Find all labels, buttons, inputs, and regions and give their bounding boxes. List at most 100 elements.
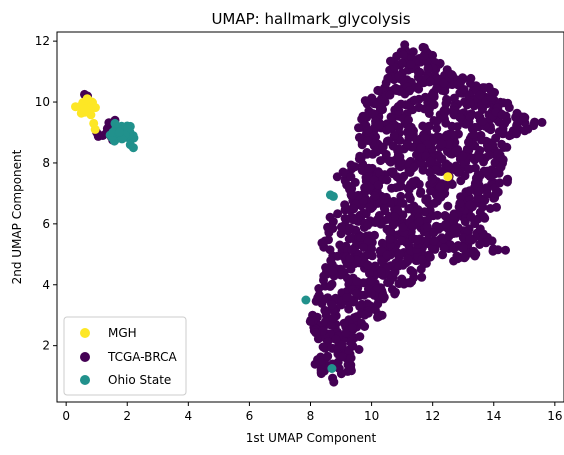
data-point (484, 150, 494, 160)
data-point (498, 155, 508, 165)
data-point (403, 140, 413, 149)
data-point (378, 291, 388, 301)
data-point (435, 191, 445, 201)
data-point (381, 149, 391, 159)
data-point (344, 304, 354, 314)
data-point (371, 216, 381, 226)
data-point (398, 278, 408, 287)
data-point (360, 111, 370, 121)
data-point (413, 205, 423, 215)
data-point (385, 227, 395, 237)
data-point (345, 254, 355, 263)
data-point (501, 245, 510, 255)
data-point (443, 172, 453, 182)
data-point (442, 94, 451, 104)
data-point (378, 142, 388, 152)
data-point (419, 51, 429, 61)
data-point (363, 260, 373, 270)
data-point (438, 250, 448, 260)
data-point (493, 148, 503, 158)
data-point (328, 224, 338, 233)
data-point (443, 201, 453, 211)
data-point (427, 175, 437, 185)
data-point (348, 190, 358, 200)
data-point (498, 124, 508, 134)
data-point (311, 328, 321, 338)
data-point (417, 272, 427, 282)
data-point (128, 143, 138, 153)
data-point (470, 122, 480, 132)
data-point (321, 263, 331, 272)
data-point (360, 310, 370, 320)
x-tick-label: 8 (307, 409, 315, 423)
data-point (391, 287, 400, 297)
data-point (409, 162, 419, 172)
data-point (83, 94, 92, 104)
data-point (379, 203, 389, 213)
data-point (465, 234, 475, 244)
data-point (382, 262, 392, 272)
data-point (413, 235, 422, 245)
data-point (389, 219, 399, 229)
data-point (404, 115, 413, 125)
data-point (328, 191, 338, 201)
data-point (360, 96, 370, 106)
data-point (520, 126, 530, 136)
data-point (469, 129, 479, 139)
data-point (429, 100, 439, 110)
x-tick-label: 0 (62, 409, 70, 423)
x-axis: 0 2 4 6 8 10 12 14 16 (62, 402, 562, 423)
data-point (386, 56, 395, 66)
data-point (340, 200, 350, 210)
data-point (373, 299, 383, 309)
data-point (382, 175, 392, 185)
data-point (406, 60, 416, 69)
data-point (354, 154, 364, 164)
data-point (394, 261, 404, 271)
data-point (404, 204, 414, 213)
data-point (326, 256, 336, 266)
data-point (512, 129, 521, 139)
data-point (451, 146, 461, 156)
data-point (363, 220, 373, 230)
data-point (391, 183, 401, 193)
x-tick-label: 12 (425, 409, 440, 423)
y-axis-label: 2nd UMAP Component (10, 149, 24, 284)
data-point (377, 256, 387, 266)
data-point (410, 95, 420, 105)
data-point (355, 332, 365, 342)
data-point (439, 243, 449, 253)
legend-marker-tcga-brca (80, 352, 90, 362)
data-point (366, 276, 376, 286)
data-point (476, 135, 486, 145)
data-point (389, 130, 399, 140)
data-point (465, 98, 475, 108)
data-point (405, 86, 414, 96)
data-point (345, 223, 355, 233)
x-tick-label: 14 (486, 409, 501, 423)
data-point (336, 229, 346, 239)
data-point (477, 104, 487, 114)
data-point (363, 125, 373, 135)
data-point (399, 50, 408, 60)
y-tick-label: 10 (35, 95, 50, 109)
data-point (414, 217, 424, 227)
data-point (320, 305, 330, 315)
data-point (429, 236, 439, 246)
data-point (519, 112, 529, 122)
data-point (502, 142, 512, 152)
data-point (327, 364, 337, 373)
data-point (90, 124, 100, 134)
data-point (314, 290, 324, 300)
data-point (432, 84, 442, 93)
data-point (359, 243, 369, 252)
data-point (388, 167, 398, 177)
data-point (449, 256, 459, 266)
y-tick-label: 4 (42, 278, 50, 292)
data-point (417, 255, 427, 265)
data-point (331, 334, 341, 344)
x-axis-label: 1st UMAP Component (246, 431, 377, 445)
data-point (475, 90, 485, 100)
data-point (337, 352, 347, 362)
